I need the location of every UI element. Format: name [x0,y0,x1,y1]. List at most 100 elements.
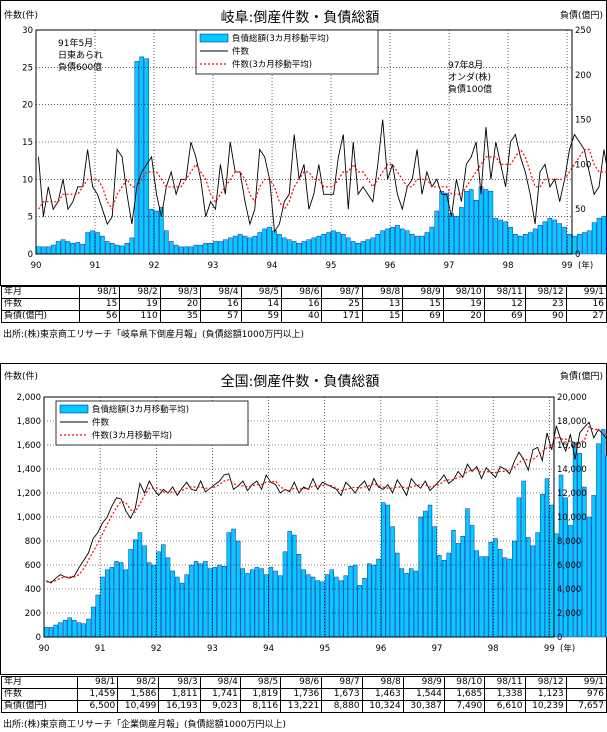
debt-bar [128,549,133,638]
debt-bar [479,556,484,638]
debt-bar [217,564,222,638]
table-cell: 98/11 [484,676,526,689]
debt-bar [114,561,119,638]
debt-bar [399,568,405,638]
debt-bar [469,525,475,638]
y-tick-right: 8,000 [557,537,581,547]
y-tick-left: 5 [28,213,33,223]
x-tick-label: 92 [149,261,160,271]
x-axis-unit: (年) [560,643,575,654]
table-cell: 1,736 [280,688,323,701]
table-cell: 10,324 [361,700,404,713]
y-tick-right: 10,000 [557,513,587,523]
x-tick-label: 91 [90,261,101,271]
y-axis-label-left: 件数(件) [4,370,38,382]
table-cell: 13 [361,298,404,311]
gifu-data-table: 年月 98/1 98/2 98/3 98/4 98/5 98/6 98/7 98/8 98/9 98… [1,286,607,323]
debt-bar [577,234,582,255]
debt-bar [371,564,377,638]
count-ma-line [46,426,607,583]
debt-bar [53,624,58,638]
debt-bar [250,569,255,638]
table-cell: 15 [78,298,121,311]
debt-bar [48,627,54,638]
debt-bar [184,574,189,638]
table-row-label: 年月 [1,676,78,689]
table-cell: 98/1 [76,676,119,689]
debt-bar [455,543,461,638]
y-axis-label-right: 負債(億円) [560,370,603,382]
debt-bar [231,528,236,638]
table-cell: 6,500 [76,700,119,713]
y-tick-right: 0 [575,250,580,260]
table-cell: 99/1 [565,676,607,689]
y-tick-left: 15 [22,138,33,148]
debt-bar [493,538,498,638]
debt-bar [427,504,433,638]
debt-bar [465,508,470,638]
debt-bar [404,573,409,638]
table-cell: 171 [321,310,363,323]
debt-bar [572,442,578,638]
table-cell: 20 [159,298,202,311]
debt-bar [423,510,428,638]
debt-bar [582,232,587,255]
legend-swatch-bar [59,404,89,414]
x-tick-label: 90 [39,644,50,654]
table-cell: 98/10 [442,286,485,299]
debt-bar [278,575,283,638]
debt-bar [179,582,185,638]
debt-bar [460,536,465,638]
debt-bar [591,495,596,638]
y-tick-right: 200 [575,71,591,81]
debt-bar [498,549,503,638]
table-cell: 1,338 [484,688,526,701]
table-cell: 15 [361,310,404,323]
debt-bar [563,497,568,638]
debt-bar [600,429,606,638]
debt-bar [540,494,545,638]
debt-bar [418,516,423,638]
debt-bar [123,569,129,638]
x-tick-label: 93 [207,644,218,654]
table-cell: 10,499 [117,700,160,713]
debt-bar [483,556,489,638]
table-cell: 59 [240,310,283,323]
debt-bar [381,502,386,638]
debt-bar [226,532,232,638]
debt-bar [568,525,573,638]
debt-bar [507,558,512,638]
y-tick-left: 800 [25,537,41,547]
debt-bar [221,566,227,638]
debt-bar [324,574,330,638]
table-cell: 98/3 [158,676,201,689]
table-cell: 98/7 [321,286,363,299]
debt-bar [147,562,152,638]
table-row-label: 件数 [1,688,78,701]
debt-bar [165,557,171,638]
table-cell: 10,239 [524,700,567,713]
table-cell: 30,387 [402,700,445,713]
debt-bar [596,443,601,638]
debt-bar [348,566,353,638]
table-cell: 98/6 [280,676,323,689]
debt-bar [591,222,597,255]
table-cell: 16 [200,298,242,311]
legend-label: 負債総額(3カ月移動平均) [232,33,329,44]
debt-bar [502,557,508,638]
debt-bar [413,570,419,638]
x-tick-label: 94 [267,261,278,271]
table-cell: 1,586 [117,688,160,701]
table-cell: 25 [321,298,363,311]
table-row-label: 年月 [1,286,80,299]
debt-bar [301,569,306,638]
table-cell: 98/12 [524,286,567,299]
table-cell: 98/4 [199,676,241,689]
legend-label: 件数 [232,46,250,57]
debt-bar [376,558,381,638]
y-axis-label-right: 負債(億円) [560,9,603,21]
table-cell: 98/6 [280,286,323,299]
table-cell: 99/1 [565,286,607,299]
y-tick-right: 6,000 [557,561,581,571]
annotation-text: 負債600億 [58,61,102,73]
